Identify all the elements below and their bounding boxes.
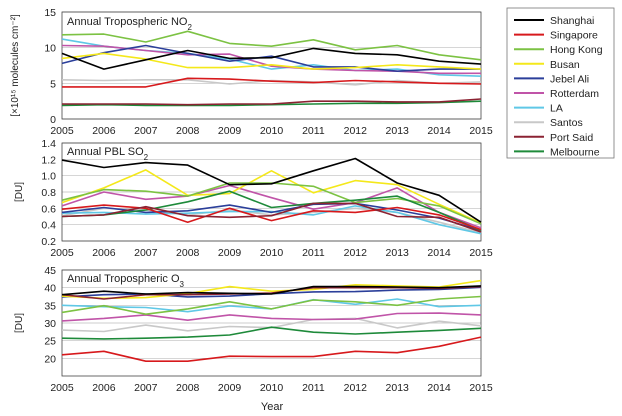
y-tick-label: 20 [44, 353, 56, 365]
panel-title: Annual Tropospheric NO2 [67, 16, 192, 32]
y-tick-label: 1.2 [41, 154, 56, 166]
series-line-shanghai [61, 47, 482, 70]
legend-label-busan: Busan [550, 59, 580, 71]
series-line-singapore [61, 336, 482, 363]
x-tick-label: 2008 [176, 247, 200, 259]
series-line-singapore [61, 204, 482, 231]
series-line-busan [61, 52, 482, 70]
x-tick-label: 2007 [134, 382, 158, 394]
y-axis-label: [DU] [14, 182, 25, 202]
y-tick-label: 0 [50, 114, 56, 126]
x-tick-label: 2008 [176, 125, 200, 137]
x-tick-label: 2006 [92, 382, 116, 394]
y-tick-label: 45 [44, 265, 56, 277]
x-tick-label: 2006 [92, 125, 116, 137]
series-line-hong-kong [61, 295, 482, 316]
y-tick-label: 10 [44, 43, 56, 55]
series-line-santos [61, 317, 482, 333]
x-tick-label: 2014 [427, 125, 451, 137]
y-tick-label: 1.4 [41, 138, 56, 150]
series-line-melbourne [61, 190, 482, 232]
x-tick-label: 2010 [260, 247, 284, 259]
x-tick-label: 2005 [50, 247, 74, 259]
x-tick-label: 2015 [469, 247, 493, 259]
y-tick-label: 15 [44, 7, 56, 19]
x-tick-label: 2009 [218, 247, 242, 259]
x-tick-label: 2012 [344, 247, 368, 259]
legend-label-la: LA [550, 103, 563, 115]
x-tick-label: 2009 [218, 125, 242, 137]
x-tick-label: 2010 [260, 125, 284, 137]
x-tick-label: 2011 [302, 382, 325, 394]
y-axis-label: [DU] [14, 313, 25, 333]
x-tick-label: 2010 [260, 382, 284, 394]
series-line-port-said [62, 98, 482, 106]
y-tick-label: 5 [50, 78, 56, 90]
series-line-shanghai [61, 157, 482, 223]
series-line-rotterdam [61, 44, 481, 75]
x-tick-label: 2014 [427, 382, 451, 394]
y-axis-label: [×10¹⁵ molecules cm⁻²] [10, 14, 21, 117]
x-tick-label: 2007 [134, 125, 158, 137]
y-tick-label: 0.4 [41, 220, 56, 232]
legend-label-hong-kong: Hong Kong [550, 44, 603, 56]
x-axis-title: Year [261, 401, 284, 413]
x-tick-label: 2011 [302, 247, 325, 259]
series-line-port-said [61, 202, 482, 233]
x-tick-label: 2014 [427, 247, 451, 259]
legend-label-port-said: Port Said [550, 132, 593, 144]
legend-box [506, 7, 615, 159]
series-line-shanghai [61, 285, 482, 296]
x-tick-label: 2006 [92, 247, 116, 259]
y-tick-label: 25 [44, 336, 56, 348]
legend-label-rotterdam: Rotterdam [550, 88, 599, 100]
y-tick-label: 0.6 [41, 203, 56, 215]
x-tick-label: 2013 [386, 247, 410, 259]
legend-label-melbourne: Melbourne [550, 146, 600, 158]
legend-label-santos: Santos [550, 117, 583, 129]
x-tick-label: 2015 [469, 382, 493, 394]
panel-title: Annual Tropospheric O3 [67, 273, 185, 289]
series-line-singapore [62, 77, 482, 88]
x-tick-label: 2005 [50, 382, 74, 394]
legend-label-shanghai: Shanghai [550, 15, 594, 27]
x-tick-label: 2011 [302, 125, 325, 137]
x-tick-label: 2007 [134, 247, 158, 259]
y-tick-label: 35 [44, 300, 56, 312]
series-line-busan [61, 279, 482, 300]
series-line-rotterdam [61, 184, 482, 229]
series-line-jebel-ali [61, 44, 481, 72]
x-tick-label: 2008 [176, 382, 200, 394]
x-tick-label: 2013 [386, 382, 410, 394]
series-line-jebel-ali [61, 202, 482, 232]
o3-panel: 20 25 30 35 40 45 2005 2006 2007 2008 2009 2010 2011… [14, 265, 493, 394]
x-tick-label: 2005 [50, 125, 74, 137]
series-line-hong-kong [61, 30, 482, 61]
plot-frame [61, 269, 482, 377]
panel-title: Annual PBL SO2 [67, 146, 149, 162]
x-tick-label: 2015 [469, 125, 493, 137]
y-tick-label: 1.0 [41, 171, 56, 183]
plot-frame [61, 142, 482, 242]
y-tick-label: 0.8 [41, 187, 56, 199]
plot-frame [61, 11, 482, 120]
x-tick-label: 2012 [344, 125, 368, 137]
x-tick-label: 2012 [344, 382, 368, 394]
series-line-busan [61, 169, 482, 224]
x-tick-label: 2009 [218, 382, 242, 394]
series-line-melbourne [61, 326, 482, 340]
series-line-rotterdam [61, 312, 482, 322]
legend-label-jebel-ali: Jebel Ali [550, 73, 589, 85]
y-tick-label: 30 [44, 318, 56, 330]
no2-panel: 0 5 10 15 2005 2006 2007 2008 2009 2010 2011 2012 20… [10, 7, 493, 137]
x-tick-label: 2013 [386, 125, 410, 137]
legend: Shanghai Singapore Hong Kong Busan Jebel Ali… [506, 7, 615, 159]
legend-label-singapore: Singapore [550, 30, 598, 42]
so2-panel: 0.2 0.4 0.6 0.8 1.0 1.2 1.4 2005 2006 2007 2008 200… [14, 138, 493, 259]
y-tick-label: 0.2 [41, 236, 56, 248]
y-tick-label: 40 [44, 283, 56, 295]
